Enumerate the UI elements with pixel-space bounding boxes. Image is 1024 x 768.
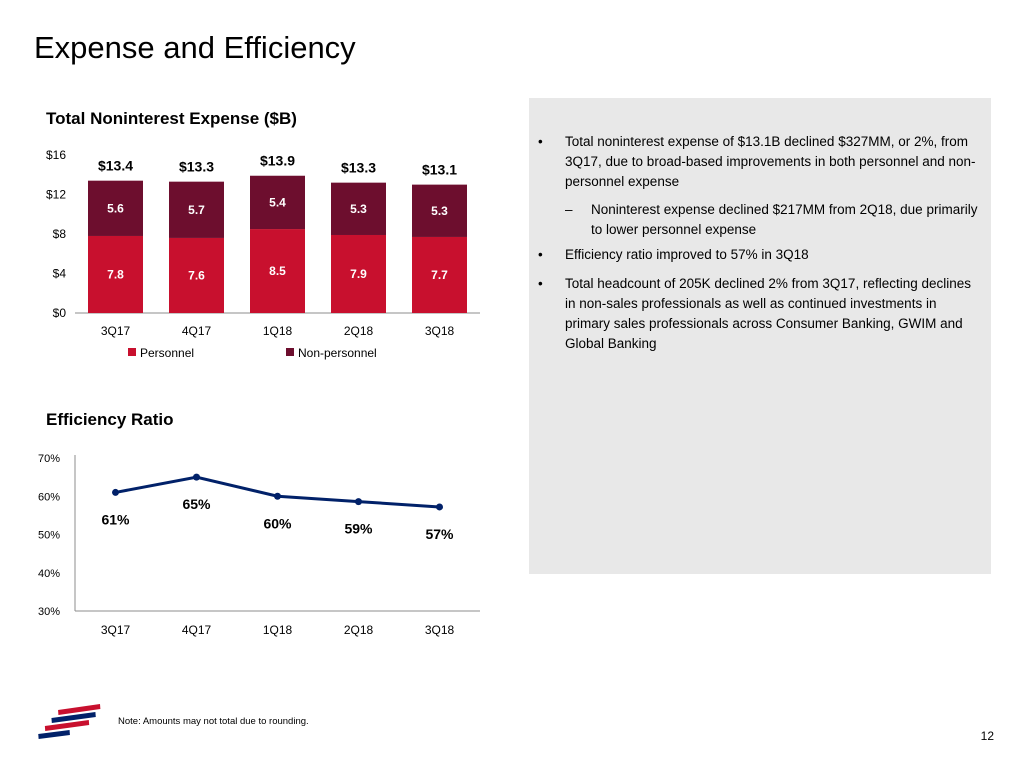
bar-non-personnel xyxy=(250,175,305,230)
bullet-expense-decline: • Total noninterest expense of $13.1B de… xyxy=(538,132,985,192)
bar-data-label: 7.6 xyxy=(188,268,205,282)
data-label: 60% xyxy=(263,515,292,531)
bar-total-label: $13.1 xyxy=(422,162,457,178)
bullet-marker: • xyxy=(538,247,543,262)
sub-bullet-linked-quarter: – Noninterest expense declined $217MM fr… xyxy=(565,200,991,240)
data-point xyxy=(355,498,362,506)
bar-personnel xyxy=(412,236,467,313)
bar-total-label: $13.4 xyxy=(98,158,133,174)
bank-flag-logo xyxy=(38,704,101,739)
y-tick-label: $16 xyxy=(46,148,66,162)
x-tick-label: 3Q17 xyxy=(101,324,131,338)
x-tick-label: 4Q17 xyxy=(182,324,212,338)
x-tick-label: 2Q18 xyxy=(344,324,374,338)
sub-bullet-marker: – xyxy=(565,202,573,217)
bullet-marker: • xyxy=(538,276,543,291)
bar-data-label: 7.9 xyxy=(350,267,367,281)
bullet-text: Efficiency ratio improved to 57% in 3Q18 xyxy=(565,247,809,262)
y-tick-label: 50% xyxy=(38,530,60,542)
bullet-text: Total noninterest expense of $13.1B decl… xyxy=(565,134,976,189)
bullet-headcount: • Total headcount of 205K declined 2% fr… xyxy=(538,274,985,354)
bar-personnel xyxy=(88,235,143,313)
bullet-marker: • xyxy=(538,134,543,149)
bar-data-label: 5.3 xyxy=(431,204,448,218)
x-tick-label: 3Q18 xyxy=(425,324,455,338)
data-label: 65% xyxy=(182,496,211,512)
bar-data-label: 7.7 xyxy=(431,268,448,282)
y-tick-label: $4 xyxy=(53,267,67,281)
data-point xyxy=(193,473,200,481)
x-tick-label: 3Q17 xyxy=(101,623,131,637)
bar-data-label: 5.6 xyxy=(107,201,124,215)
bullet-text: Noninterest expense declined $217MM from… xyxy=(591,202,978,237)
data-point xyxy=(436,503,443,511)
bar-non-personnel xyxy=(412,184,467,237)
noninterest-expense-bar-chart: $0 $4 $8 $12 $16 3Q17 7.8 5.6 $13.4 4Q17 7.6 5.7 $13… xyxy=(46,148,480,360)
efficiency-ratio-line xyxy=(115,475,440,509)
page-number: 12 xyxy=(980,729,994,743)
bar-total-label: $13.3 xyxy=(179,159,214,175)
bar-personnel xyxy=(250,229,305,313)
bar-data-label: 5.3 xyxy=(350,202,367,216)
bar-chart-title: Total Noninterest Expense ($B) xyxy=(46,109,297,128)
line-chart-title: Efficiency Ratio xyxy=(46,410,174,429)
x-tick-label: 1Q18 xyxy=(263,324,293,338)
y-tick-label: 70% xyxy=(38,453,60,465)
legend-swatch xyxy=(128,348,136,356)
bar-total-label: $13.3 xyxy=(341,160,376,176)
data-label: 59% xyxy=(344,521,373,537)
y-tick-label: 60% xyxy=(38,491,60,503)
y-tick-label: $12 xyxy=(46,188,66,202)
legend-label: Non-personnel xyxy=(298,346,377,360)
data-point xyxy=(112,488,119,496)
bar-personnel xyxy=(331,234,386,313)
bar-data-label: 5.7 xyxy=(188,203,205,217)
slide-title: Expense and Efficiency xyxy=(34,30,356,65)
data-label: 61% xyxy=(101,511,130,527)
bar-non-personnel xyxy=(169,181,224,238)
data-point xyxy=(274,492,281,500)
commentary-panel: • Total noninterest expense of $13.1B de… xyxy=(529,98,991,574)
bar-personnel xyxy=(169,237,224,313)
bar-non-personnel xyxy=(88,180,143,236)
y-tick-label: $0 xyxy=(53,306,67,320)
footnote: Note: Amounts may not total due to round… xyxy=(118,716,309,727)
efficiency-ratio-line-chart: 30% 40% 50% 60% 70% 3Q17 4Q17 1Q18 2Q18 3Q18 61% 65… xyxy=(38,453,480,637)
bar-data-label: 5.4 xyxy=(269,195,286,209)
bullet-efficiency-ratio: • Efficiency ratio improved to 57% in 3Q… xyxy=(538,245,985,265)
y-tick-label: $8 xyxy=(53,227,67,241)
bullet-text: Total headcount of 205K declined 2% from… xyxy=(565,276,972,351)
legend-swatch xyxy=(286,348,294,356)
bar-non-personnel xyxy=(331,182,386,235)
y-tick-label: 30% xyxy=(38,606,60,618)
data-label: 57% xyxy=(425,526,454,542)
bar-total-label: $13.9 xyxy=(260,153,295,169)
bar-data-label: 8.5 xyxy=(269,264,286,278)
y-tick-label: 40% xyxy=(38,568,60,580)
x-tick-label: 1Q18 xyxy=(263,623,293,637)
legend-label: Personnel xyxy=(140,346,194,360)
x-tick-label: 2Q18 xyxy=(344,623,374,637)
bar-data-label: 7.8 xyxy=(107,267,124,281)
x-tick-label: 3Q18 xyxy=(425,623,455,637)
x-tick-label: 4Q17 xyxy=(182,623,212,637)
